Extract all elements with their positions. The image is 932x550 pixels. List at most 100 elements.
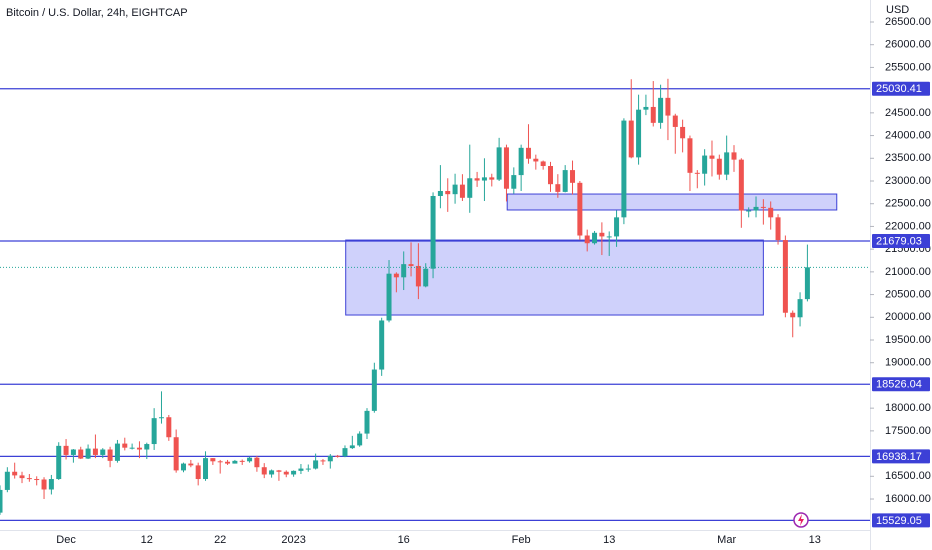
candle-body [570,170,576,183]
candle-body [606,236,612,238]
candle-body [210,458,216,462]
x-tick-label: 13 [809,534,821,546]
candle-body [709,155,715,159]
candle-body [269,470,275,475]
candle-body [716,158,722,175]
candle-body [393,273,399,278]
candle-body [276,470,282,472]
candle-body [364,410,370,434]
y-tick-label: 22500.00 [885,198,931,210]
y-tick-label: 23500.00 [885,152,931,164]
candle-body [768,207,774,218]
candle-body [166,417,172,438]
y-tick-label: 16500.00 [885,470,931,482]
candle-body [41,479,47,490]
x-tick-label: Mar [717,534,736,546]
candle-body [614,217,620,237]
candle-body [0,489,3,513]
plot-area [0,78,870,522]
candle-body [195,465,201,480]
candle-body [291,470,297,475]
candle-body [621,120,627,218]
chart-title: Bitcoin / U.S. Dollar, 24h, EIGHTCAP [6,7,188,19]
candle-body [592,232,598,244]
candle-body [232,460,238,464]
level-label-box [872,513,930,528]
price-zone [506,193,838,211]
level-label-box [872,81,930,96]
candle-body [158,417,164,419]
candle-body [643,106,649,110]
candle-body [459,184,465,198]
candle-body [445,190,451,195]
candle-body [129,447,135,449]
x-tick-label: 12 [141,534,153,546]
candle-body [408,264,414,266]
candle-body [78,449,84,459]
x-tick-label: Feb [512,534,531,546]
candle-body [555,184,561,192]
candle-body [26,478,32,480]
candle-body [342,448,348,457]
y-tick-label: 24000.00 [885,129,931,141]
candle-body [320,460,326,462]
candle-body [70,449,76,455]
y-tick-label: 19000.00 [885,357,931,369]
candle-body [349,445,355,449]
candle-body [283,471,289,475]
candle-body [203,458,209,480]
y-tick-label: 24500.00 [885,107,931,119]
candle-body [599,232,605,237]
candle-body [452,184,458,195]
candle-body [371,369,377,411]
currency-label: USD [886,4,909,16]
candle-body [298,468,304,471]
candle-body [665,97,671,116]
candle-body [518,147,524,176]
y-tick-label: 25500.00 [885,61,931,73]
level-label-box [872,234,930,249]
icon-bolt[interactable] [798,514,804,526]
y-tick-label: 26000.00 [885,39,931,51]
x-tick-label: 13 [603,534,615,546]
candle-body [34,479,40,481]
y-tick-label: 20500.00 [885,288,931,300]
level-label: 18526.04 [876,379,922,391]
candle-body [136,447,142,450]
candle-body [181,463,186,471]
y-tick-label: 18000.00 [885,402,931,414]
candle-body [254,457,260,468]
candle-body [85,448,91,459]
candle-body [313,460,319,469]
candle-body [680,126,686,139]
candle-body [702,155,708,174]
x-tick-label: 16 [398,534,410,546]
candle-body [12,471,18,476]
candle-body [628,120,634,158]
x-tick-label: 2023 [281,534,305,546]
y-tick-label: 26500.00 [885,16,931,28]
candle-body [151,418,157,445]
candle-body [540,161,546,167]
candle-body [790,312,796,318]
candle-body [738,159,744,211]
level-label-box [872,449,930,464]
candle-body [804,267,810,300]
y-tick-label: 16000.00 [885,493,931,505]
level-label: 15529.05 [876,515,922,527]
candle-body [63,445,69,455]
candle-body [247,457,253,462]
candle-body [753,206,759,211]
candle-body [548,166,553,185]
candle-body [107,449,113,461]
candle-body [746,210,752,212]
candle-body [100,449,106,455]
candle-body [56,445,62,480]
candle-body [782,240,788,313]
candle-body [379,320,385,370]
indicator-icon[interactable] [793,512,809,528]
candle-body [239,460,245,462]
x-tick-label: 22 [214,534,226,546]
candle-body [114,443,120,461]
